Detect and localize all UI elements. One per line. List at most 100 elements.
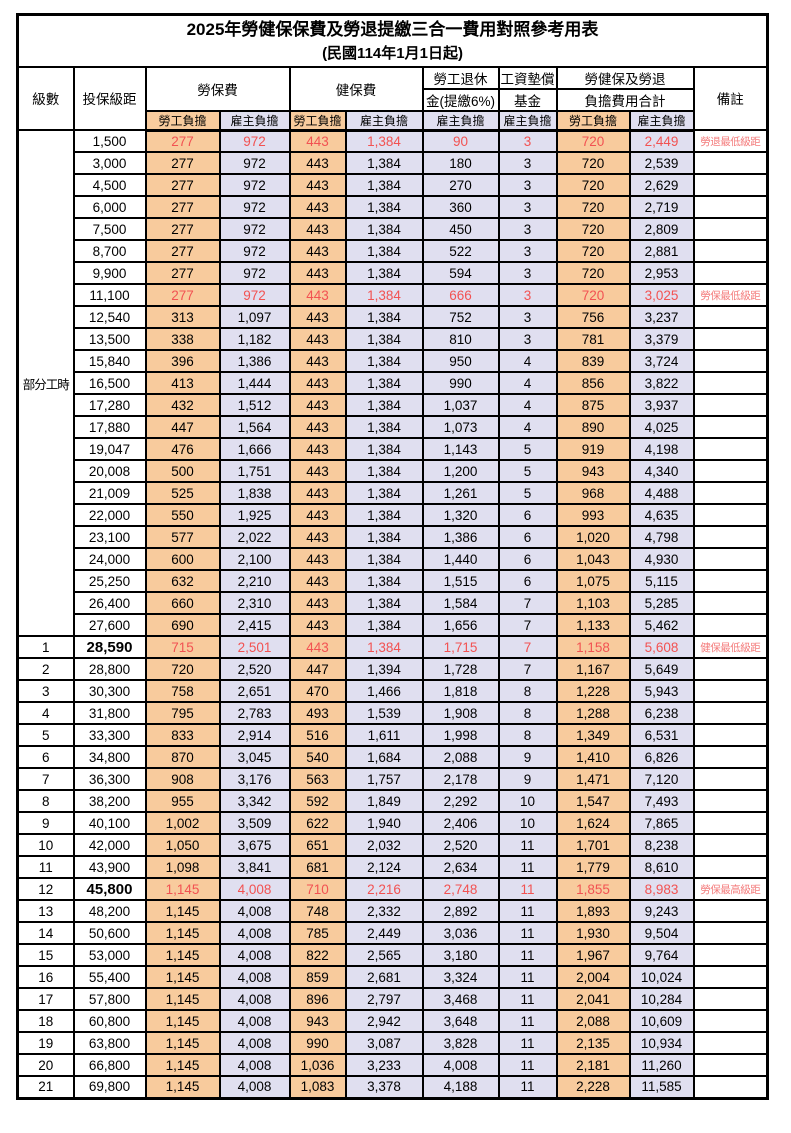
value-cell: 4,008: [218, 987, 291, 1011]
value-cell: 443: [288, 195, 347, 219]
value-cell: 2,520: [218, 657, 291, 681]
col-header-note: 備註: [692, 65, 769, 131]
value-cell: 1,410: [555, 745, 631, 769]
value-cell: 9,243: [628, 899, 695, 923]
value-cell: 756: [555, 305, 631, 329]
value-cell: 7: [497, 613, 558, 637]
value-cell: 1,656: [421, 613, 500, 637]
value-cell: 594: [421, 261, 500, 285]
value-cell: 690: [144, 613, 221, 637]
value-cell: 972: [218, 195, 291, 219]
value-cell: 360: [421, 195, 500, 219]
bracket-cell: 1,500: [72, 129, 147, 153]
value-cell: 443: [288, 217, 347, 241]
col-header-level: 級數: [16, 65, 75, 131]
value-cell: 1,684: [344, 745, 424, 769]
value-cell: 10,934: [628, 1031, 695, 1055]
value-cell: 943: [288, 1009, 347, 1033]
value-cell: 950: [421, 349, 500, 373]
level-cell: 8: [16, 789, 75, 813]
value-cell: 1,384: [344, 635, 424, 659]
value-cell: 4,008: [218, 1075, 291, 1099]
value-cell: 1,145: [144, 1031, 221, 1055]
level-cell: 16: [16, 965, 75, 989]
value-cell: 4,198: [628, 437, 695, 461]
value-cell: 1,384: [344, 195, 424, 219]
level-cell: 18: [16, 1009, 75, 1033]
value-cell: 3,675: [218, 833, 291, 857]
level-cell: 9: [16, 811, 75, 835]
value-cell: 447: [288, 657, 347, 681]
value-cell: 2,809: [628, 217, 695, 241]
bracket-cell: 13,500: [72, 327, 147, 351]
value-cell: 4,008: [218, 877, 291, 901]
bracket-cell: 69,800: [72, 1075, 147, 1099]
value-cell: 3,180: [421, 943, 500, 967]
value-cell: 3,509: [218, 811, 291, 835]
bracket-cell: 6,000: [72, 195, 147, 219]
value-cell: 11: [497, 1075, 558, 1099]
value-cell: 1,855: [555, 877, 631, 901]
value-cell: 443: [288, 305, 347, 329]
value-cell: 1,384: [344, 613, 424, 637]
value-cell: 2,406: [421, 811, 500, 835]
table-row: 21 69,800 1,145 4,008 1,083 3,378 4,188 11 2,228…: [16, 1075, 769, 1099]
value-cell: 2,210: [218, 569, 291, 593]
value-cell: 4,798: [628, 525, 695, 549]
value-cell: 9,764: [628, 943, 695, 967]
table-row: 19 63,800 1,145 4,008 990 3,087 3,828 11 2,135 10…: [16, 1031, 769, 1055]
value-cell: 443: [288, 591, 347, 615]
value-cell: 443: [288, 635, 347, 659]
value-cell: 1,751: [218, 459, 291, 483]
value-cell: 3,648: [421, 1009, 500, 1033]
value-cell: 3,176: [218, 767, 291, 791]
value-cell: 476: [144, 437, 221, 461]
bracket-cell: 53,000: [72, 943, 147, 967]
value-cell: 710: [288, 877, 347, 901]
value-cell: 443: [288, 415, 347, 439]
bracket-cell: 19,047: [72, 437, 147, 461]
value-cell: 5,608: [628, 635, 695, 659]
value-cell: 752: [421, 305, 500, 329]
value-cell: 1,320: [421, 503, 500, 527]
value-cell: 1,998: [421, 723, 500, 747]
col-header-pension-line1: 勞工退休: [421, 65, 500, 90]
value-cell: 1,444: [218, 371, 291, 395]
table-row: 6 34,800 870 3,045 540 1,684 2,088 9 1,410 6,826: [16, 745, 769, 769]
value-cell: 1,384: [344, 217, 424, 241]
note-cell: 勞保最低級距: [692, 283, 769, 307]
note-cell: [692, 503, 769, 527]
col-header-wage-fund-line1: 工資墊償: [497, 65, 558, 90]
subheader-health-employee: 勞工負擔: [288, 109, 347, 132]
value-cell: 1,584: [421, 591, 500, 615]
value-cell: 3,937: [628, 393, 695, 417]
value-cell: 622: [288, 811, 347, 835]
value-cell: 2,004: [555, 965, 631, 989]
value-cell: 4,008: [218, 965, 291, 989]
value-cell: 1,050: [144, 833, 221, 857]
value-cell: 522: [421, 239, 500, 263]
fee-table-body: 部分工時 1,500 277 972 443 1,384 90 3 720 2,449 勞退最低級距…: [16, 129, 769, 1099]
level-cell: 3: [16, 679, 75, 703]
bracket-cell: 7,500: [72, 217, 147, 241]
value-cell: 9,504: [628, 921, 695, 945]
value-cell: 4: [497, 393, 558, 417]
value-cell: 720: [555, 151, 631, 175]
level-cell: 19: [16, 1031, 75, 1055]
table-row: 27,600 690 2,415 443 1,384 1,656 7 1,133 5,462: [18, 613, 769, 637]
value-cell: 1,133: [555, 613, 631, 637]
value-cell: 3,087: [344, 1031, 424, 1055]
value-cell: 859: [288, 965, 347, 989]
value-cell: 1,384: [344, 503, 424, 527]
note-cell: [692, 811, 769, 835]
value-cell: 2,181: [555, 1053, 631, 1077]
value-cell: 1,145: [144, 965, 221, 989]
level-cell: 1: [16, 635, 75, 659]
note-cell: [692, 415, 769, 439]
value-cell: 2,022: [218, 525, 291, 549]
value-cell: 277: [144, 261, 221, 285]
value-cell: 5,285: [628, 591, 695, 615]
value-cell: 1,036: [288, 1053, 347, 1077]
value-cell: 1,145: [144, 899, 221, 923]
table-row: 4 31,800 795 2,783 493 1,539 1,908 8 1,288 6,238: [16, 701, 769, 725]
